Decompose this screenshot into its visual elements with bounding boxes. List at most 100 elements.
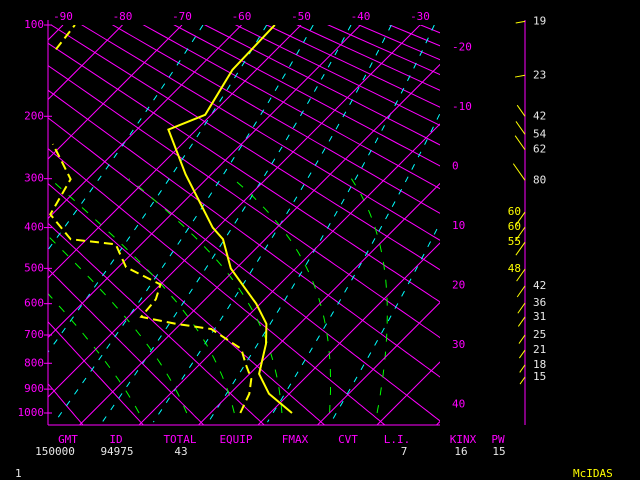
isotherm	[198, 182, 440, 425]
y-tick-label: 800	[24, 356, 44, 369]
dry-adiabat	[142, 25, 440, 190]
isotherm	[48, 25, 302, 279]
mixing-ratio-line	[330, 222, 440, 423]
stat-value: 7	[401, 445, 408, 458]
isotherm	[138, 123, 440, 425]
dry-adiabat	[419, 25, 440, 34]
wind-barb	[516, 268, 526, 282]
stat-label: ID	[109, 433, 122, 446]
stat-label: CVT	[338, 433, 358, 446]
dry-adiabat	[48, 117, 440, 422]
dry-adiabat	[111, 25, 440, 214]
wind-speed-label: 54	[533, 127, 547, 140]
x-tick-label: -90	[53, 10, 73, 23]
moist-adiabat	[48, 235, 188, 414]
mixing-ratio-line	[48, 25, 204, 251]
wind-barb	[516, 285, 526, 298]
y-tick-label: 600	[24, 297, 44, 310]
wind-barb	[518, 334, 526, 344]
dry-adiabat	[50, 25, 440, 271]
wind-speed-label: 36	[533, 296, 546, 309]
wind-barb	[515, 241, 526, 256]
dry-adiabat	[48, 182, 326, 425]
moist-adiabat	[49, 178, 235, 414]
stat-value: 15	[492, 445, 505, 458]
x-tick-label: -60	[232, 10, 252, 23]
mixing-ratio-line	[267, 112, 440, 423]
wind-speed-label: 42	[533, 279, 546, 292]
dry-adiabat	[81, 25, 440, 241]
stat-label: EQUIP	[219, 433, 252, 446]
wind-speed-label: 18	[533, 358, 546, 371]
dry-adiabat	[0, 0, 31, 435]
y-tick-label: 400	[24, 221, 44, 234]
y-tick-label: 900	[24, 382, 44, 395]
dry-adiabat	[204, 25, 440, 146]
isotherm	[0, 25, 4, 425]
stat-label: FMAX	[282, 433, 309, 446]
x-tick-label: -30	[410, 10, 430, 23]
isotherm-label: 10	[452, 219, 465, 232]
stat-value: 94975	[100, 445, 133, 458]
wind-barb	[517, 302, 526, 314]
isotherm	[48, 25, 123, 101]
moist-adiabat	[350, 178, 388, 414]
wind-barb	[519, 376, 526, 385]
stat-label: KINX	[450, 433, 477, 446]
wind-barb	[512, 163, 526, 181]
background-grid	[0, 0, 440, 435]
wind-speed-label: 21	[533, 343, 546, 356]
dry-adiabat	[48, 321, 145, 425]
wind-barb	[517, 316, 526, 327]
dry-adiabat	[296, 25, 440, 91]
wind-speed-label: 19	[533, 14, 546, 27]
dry-adiabat	[48, 64, 440, 339]
wind-speed-label: 15	[533, 370, 546, 383]
wind-speed-label: 23	[533, 68, 546, 81]
y-tick-label: 100	[24, 18, 44, 31]
page-number: 1	[15, 467, 22, 480]
dry-adiabat	[48, 42, 440, 303]
isotherms	[0, 25, 440, 425]
wind-speed-label: 62	[533, 143, 546, 156]
x-tick-label: -70	[172, 10, 192, 23]
dewpoint-line	[49, 25, 253, 414]
y-tick-label: 700	[24, 328, 44, 341]
wind-speed-label: 55	[508, 235, 521, 248]
temperature-line	[167, 25, 293, 414]
wind-speed-label: 31	[533, 310, 546, 323]
wind-barb	[515, 121, 526, 135]
isotherm-label: 30	[452, 338, 465, 351]
stat-label: GMT	[58, 433, 78, 446]
wind-speed-label: 60	[508, 205, 521, 218]
wind-speed-label: 48	[508, 262, 521, 275]
stat-value: 43	[174, 445, 187, 458]
y-tick-label: 500	[24, 261, 44, 274]
x-tick-label: -50	[291, 10, 311, 23]
isotherm-label: 40	[452, 398, 465, 411]
isotherm	[48, 25, 183, 160]
wind-barb	[516, 104, 526, 117]
stat-label: L.I.	[384, 433, 411, 446]
y-tick-label: 300	[24, 172, 44, 185]
wind-barb	[514, 211, 526, 227]
isotherm	[48, 25, 361, 339]
dry-adiabat	[48, 222, 265, 425]
wind-barb	[514, 74, 526, 78]
isotherm-label: -20	[452, 41, 472, 54]
isotherm-label: 20	[452, 279, 465, 292]
mixing-ratio-line	[152, 25, 392, 423]
isotherm	[79, 63, 440, 425]
stat-label: TOTAL	[163, 433, 196, 446]
y-tick-label: 1000	[18, 406, 45, 419]
stat-value: 150000	[35, 445, 75, 458]
dry-adiabat	[357, 25, 440, 61]
profiles	[49, 25, 293, 414]
footer-label: McIDAS	[573, 467, 613, 480]
wind-barb	[514, 135, 526, 151]
stat-label: PW	[491, 433, 505, 446]
wind-barb	[519, 364, 526, 373]
isotherm-label: -10	[452, 100, 472, 113]
